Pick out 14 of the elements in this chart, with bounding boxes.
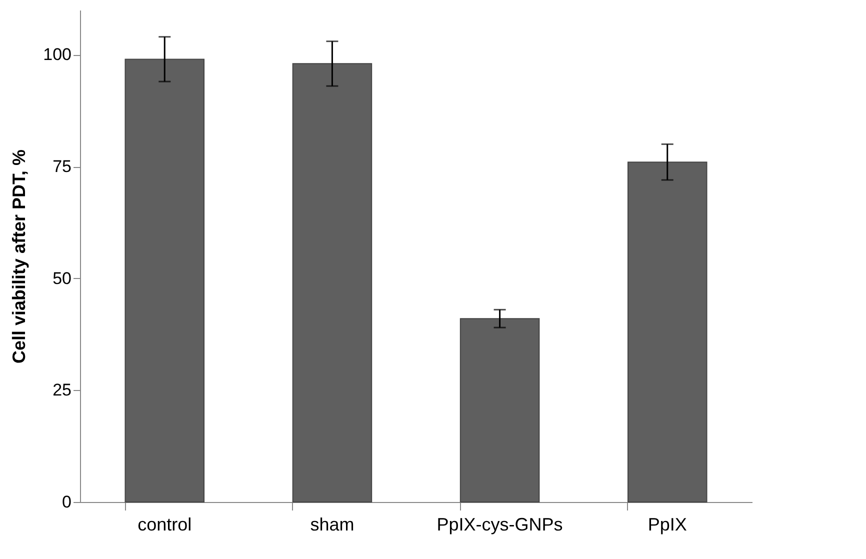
bar (627, 162, 708, 502)
y-tick-label: 25 (52, 380, 72, 400)
y-tick-label: 50 (52, 268, 72, 288)
y-axis-title: Cell viability after PDT, % (9, 149, 30, 364)
bar (292, 63, 372, 502)
x-tick-label: PpIX (648, 514, 687, 534)
x-tick-label: sham (310, 514, 354, 534)
bar (460, 318, 540, 502)
y-tick-label: 0 (62, 492, 72, 512)
y-tick-label: 100 (43, 45, 72, 64)
y-tick-label: 75 (52, 157, 72, 176)
x-tick-label: control (138, 514, 192, 534)
x-tick-label: PpIX-cys-GNPs (436, 514, 563, 534)
bar (124, 58, 205, 502)
